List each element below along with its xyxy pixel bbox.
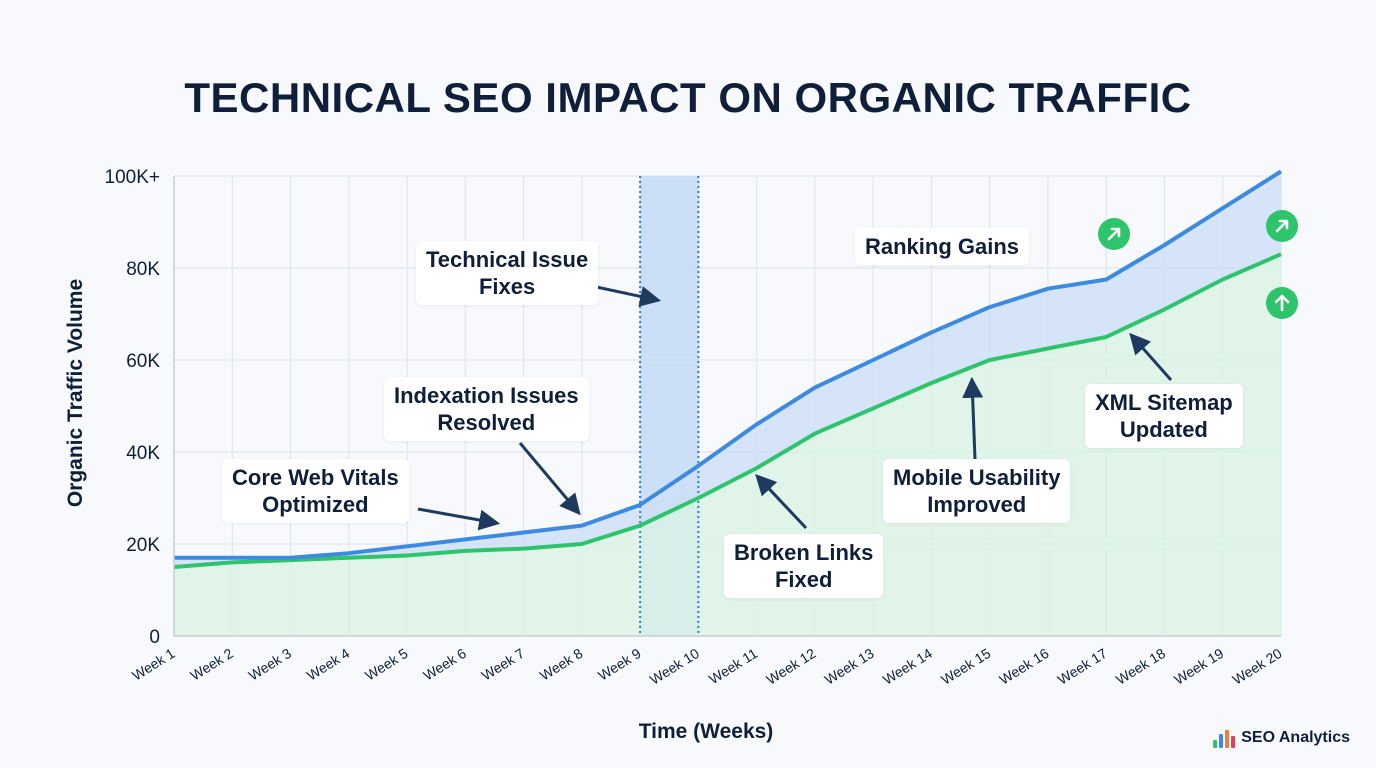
y-tick-label: 40K (126, 443, 160, 464)
x-tick-label: Week 10 (647, 645, 702, 688)
x-tick-label: Week 15 (938, 645, 993, 688)
y-tick-label: 0 (149, 627, 160, 648)
x-tick-label: Week 8 (537, 645, 586, 684)
logo-bar (1219, 734, 1224, 748)
x-axis-label: Time (Weeks) (638, 720, 774, 743)
annotation-xml-sitemap: XML Sitemap Updated (1085, 384, 1243, 448)
line-lower-series (173, 252, 1282, 569)
badge-arrow (1275, 219, 1289, 233)
arrow-up-right-icon (1098, 218, 1130, 250)
x-tick-label: Week 12 (763, 645, 818, 688)
arrow-up-right-icon (1266, 210, 1298, 242)
badge-arrow (1274, 294, 1290, 312)
badge-arrow (1107, 227, 1121, 241)
logo-bar (1231, 736, 1236, 748)
x-tick-label: Week 13 (822, 645, 877, 688)
brand-name: SEO Analytics (1241, 729, 1350, 746)
annotation-core-web-vitals: Core Web Vitals Optimized (222, 459, 409, 523)
y-tick-label: 20K (126, 535, 160, 556)
x-tick-label: Week 2 (187, 645, 236, 684)
annotation-broken-links: Broken Links Fixed (724, 534, 884, 598)
x-tick-label: Week 18 (1113, 645, 1168, 688)
x-tick-label: Week 6 (420, 645, 469, 684)
x-tick-label: Week 11 (706, 645, 760, 687)
area-lower-series (174, 254, 1281, 636)
annotation-arrow (755, 473, 808, 530)
x-tick-label: Week 9 (595, 645, 644, 684)
x-tick-label: Week 17 (1055, 645, 1110, 688)
y-tick-label: 100K+ (105, 167, 160, 188)
y-tick-label: 60K (126, 351, 160, 372)
annotation-arrow (518, 442, 581, 516)
x-tick-label: Week 4 (304, 645, 353, 684)
y-tick-label: 80K (126, 259, 160, 280)
x-tick-label: Week 19 (1171, 645, 1226, 688)
annotation-ranking-gains: Ranking Gains (855, 228, 1030, 265)
arrow-up-icon (1266, 287, 1298, 319)
x-tick-label: Week 7 (479, 645, 528, 684)
y-axis-label: Organic Traffic Volume (64, 278, 87, 508)
x-tick-label: Week 5 (362, 645, 411, 684)
x-tick-label: Week 20 (1229, 645, 1284, 688)
annotation-mobile-usability: Mobile Usability Improved (883, 459, 1071, 523)
annotation-indexation-issues: Indexation Issues Resolved (384, 377, 589, 441)
x-tick-label: Week 3 (246, 645, 295, 684)
x-tick-label: Week 14 (880, 645, 935, 688)
line-upper-series (174, 169, 1283, 560)
brand-badge: SEO Analytics (1213, 728, 1350, 748)
annotation-arrow (962, 376, 984, 460)
logo-bar (1225, 730, 1230, 748)
logo-bar (1213, 740, 1218, 748)
x-tick-label: Week 1 (129, 645, 178, 684)
annotation-arrow (1129, 332, 1173, 381)
x-tick-label: Week 16 (996, 645, 1051, 688)
bar-chart-icon (1213, 728, 1236, 748)
annotation-technical-issue-fixes: Technical Issue Fixes (416, 241, 599, 305)
annotation-arrow (417, 507, 501, 531)
chart-title: TECHNICAL SEO IMPACT ON ORGANIC TRAFFIC (184, 74, 1192, 121)
